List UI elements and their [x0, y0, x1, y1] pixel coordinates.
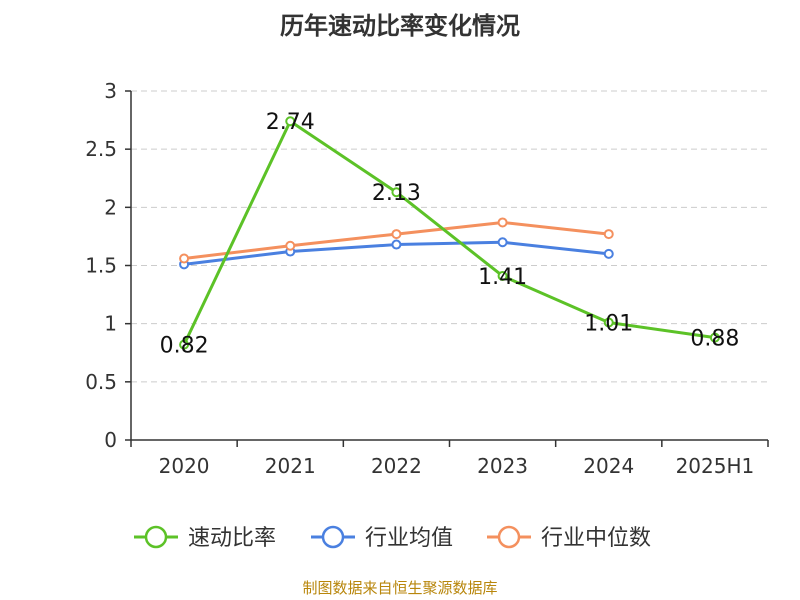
legend-item: 行业均值: [311, 525, 453, 551]
legend-marker: [321, 525, 345, 549]
y-tick-label: 3: [104, 79, 117, 103]
data-label: 2.13: [372, 181, 421, 206]
data-point: [497, 217, 508, 228]
data-label: 2.74: [266, 110, 315, 135]
data-point: [603, 229, 614, 240]
data-label: 1.41: [478, 265, 527, 290]
x-tick-label: 2020: [159, 454, 210, 478]
legend: 速动比率 行业均值 行业中位数: [134, 525, 651, 551]
y-tick-label: 2: [104, 195, 117, 219]
data-point: [603, 317, 614, 328]
legend-label: 速动比率: [188, 526, 276, 551]
data-point: [285, 116, 296, 127]
legend-label: 行业中位数: [541, 526, 651, 551]
chart-title: 历年速动比率变化情况: [280, 12, 520, 40]
data-point: [285, 240, 296, 251]
data-point: [179, 339, 190, 350]
data-point: [497, 237, 508, 248]
series-lines: [179, 116, 720, 350]
y-tick-label: 1.5: [85, 254, 117, 278]
series-line-0: [182, 119, 716, 346]
data-point: [709, 332, 720, 343]
axes: 0 0.5 1 1.5 2 2.5 3 2020 2021 2022 2023 2024 2025H1: [85, 79, 769, 478]
source-footer: 制图数据来自恒生聚源数据库: [302, 579, 498, 597]
x-tick-label: 2024: [583, 454, 634, 478]
grid-lines: [131, 90, 768, 383]
data-label: 0.88: [690, 327, 739, 352]
y-tick-label: 2.5: [85, 137, 117, 161]
y-tick-label: 1: [104, 312, 117, 336]
data-point: [391, 187, 402, 198]
legend-item: 行业中位数: [487, 525, 651, 551]
data-label: 0.82: [160, 334, 209, 359]
data-point: [603, 248, 614, 259]
y-tick-label: 0.5: [85, 370, 117, 394]
data-point: [391, 239, 402, 250]
x-tick-label: 2025H1: [676, 454, 755, 478]
legend-item: 速动比率: [134, 525, 276, 551]
x-tick-label: 2023: [477, 454, 528, 478]
legend-label: 行业均值: [365, 526, 453, 551]
y-tick-label: 0: [104, 428, 117, 452]
legend-marker: [497, 525, 521, 549]
legend-marker: [144, 525, 168, 549]
data-labels: 0.82 2.74 2.13 1.41 1.01 0.88: [160, 110, 740, 358]
data-point: [391, 229, 402, 240]
data-point: [179, 253, 190, 264]
x-tick-label: 2022: [371, 454, 422, 478]
x-tick-label: 2021: [265, 454, 316, 478]
data-label: 1.01: [584, 312, 633, 337]
data-point: [497, 270, 508, 281]
